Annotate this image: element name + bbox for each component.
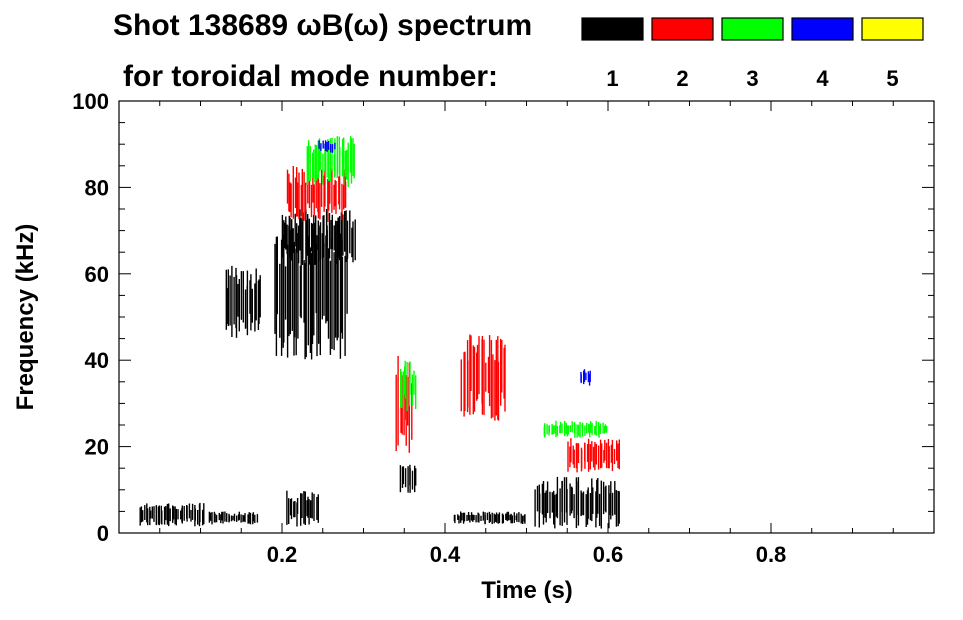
spectrum-region-mode-3 bbox=[306, 136, 355, 188]
spectrum-region-mode-1 bbox=[399, 464, 417, 493]
spectrum-region-mode-1 bbox=[208, 511, 259, 525]
spectrum-region-mode-3 bbox=[543, 420, 608, 438]
y-tick-label: 80 bbox=[85, 175, 109, 200]
spectrum-region-mode-1 bbox=[139, 502, 205, 527]
spectrum-region-mode-1 bbox=[286, 490, 319, 527]
spectrum-region-mode-2 bbox=[567, 438, 620, 473]
x-tick-label: 0.4 bbox=[430, 542, 461, 567]
chart-title-line1: Shot 138689 ωB(ω) spectrum bbox=[113, 9, 532, 42]
y-tick-label: 0 bbox=[97, 521, 109, 546]
legend-label-mode-3: 3 bbox=[746, 66, 758, 91]
spectrum-region-mode-4 bbox=[318, 140, 336, 153]
legend-swatch-mode-2 bbox=[651, 17, 714, 41]
spectrum-region-mode-2 bbox=[286, 166, 347, 222]
legend-swatch-mode-1 bbox=[581, 17, 644, 41]
y-tick-label: 100 bbox=[72, 89, 109, 114]
x-tick-label: 0.2 bbox=[267, 542, 298, 567]
legend-swatch-mode-3 bbox=[721, 17, 784, 41]
legend-label-mode-1: 1 bbox=[606, 66, 618, 91]
spectrum-region-mode-1 bbox=[534, 476, 620, 529]
legend-label-mode-4: 4 bbox=[816, 66, 829, 91]
spectrum-region-mode-2 bbox=[460, 334, 506, 421]
spectrum-data bbox=[139, 136, 620, 529]
legend-label-mode-2: 2 bbox=[676, 66, 688, 91]
y-tick-label: 20 bbox=[85, 435, 109, 460]
x-tick-label: 0.8 bbox=[756, 542, 787, 567]
legend-swatch-mode-5 bbox=[861, 17, 924, 41]
legend-label-mode-5: 5 bbox=[886, 66, 898, 91]
y-tick-label: 40 bbox=[85, 348, 109, 373]
chart-title-line2: for toroidal mode number: bbox=[123, 60, 498, 93]
spectrum-region-mode-1 bbox=[225, 265, 261, 338]
spectrum-region-mode-1 bbox=[453, 511, 526, 525]
spectrum-region-mode-3 bbox=[400, 360, 417, 411]
spectrum-region-mode-1 bbox=[281, 209, 356, 265]
x-tick-label: 0.6 bbox=[593, 542, 624, 567]
x-axis-label: Time (s) bbox=[481, 577, 573, 604]
axes: 0.2 0.4 0.6 0.8 0 20 40 60 80 100 bbox=[72, 89, 934, 567]
y-axis-label: Frequency (kHz) bbox=[12, 224, 39, 411]
legend-swatch-mode-4 bbox=[791, 17, 854, 41]
spectrum-region-mode-4 bbox=[580, 369, 591, 386]
legend: 1 2 3 4 5 bbox=[581, 17, 924, 91]
y-tick-label: 60 bbox=[85, 262, 109, 287]
